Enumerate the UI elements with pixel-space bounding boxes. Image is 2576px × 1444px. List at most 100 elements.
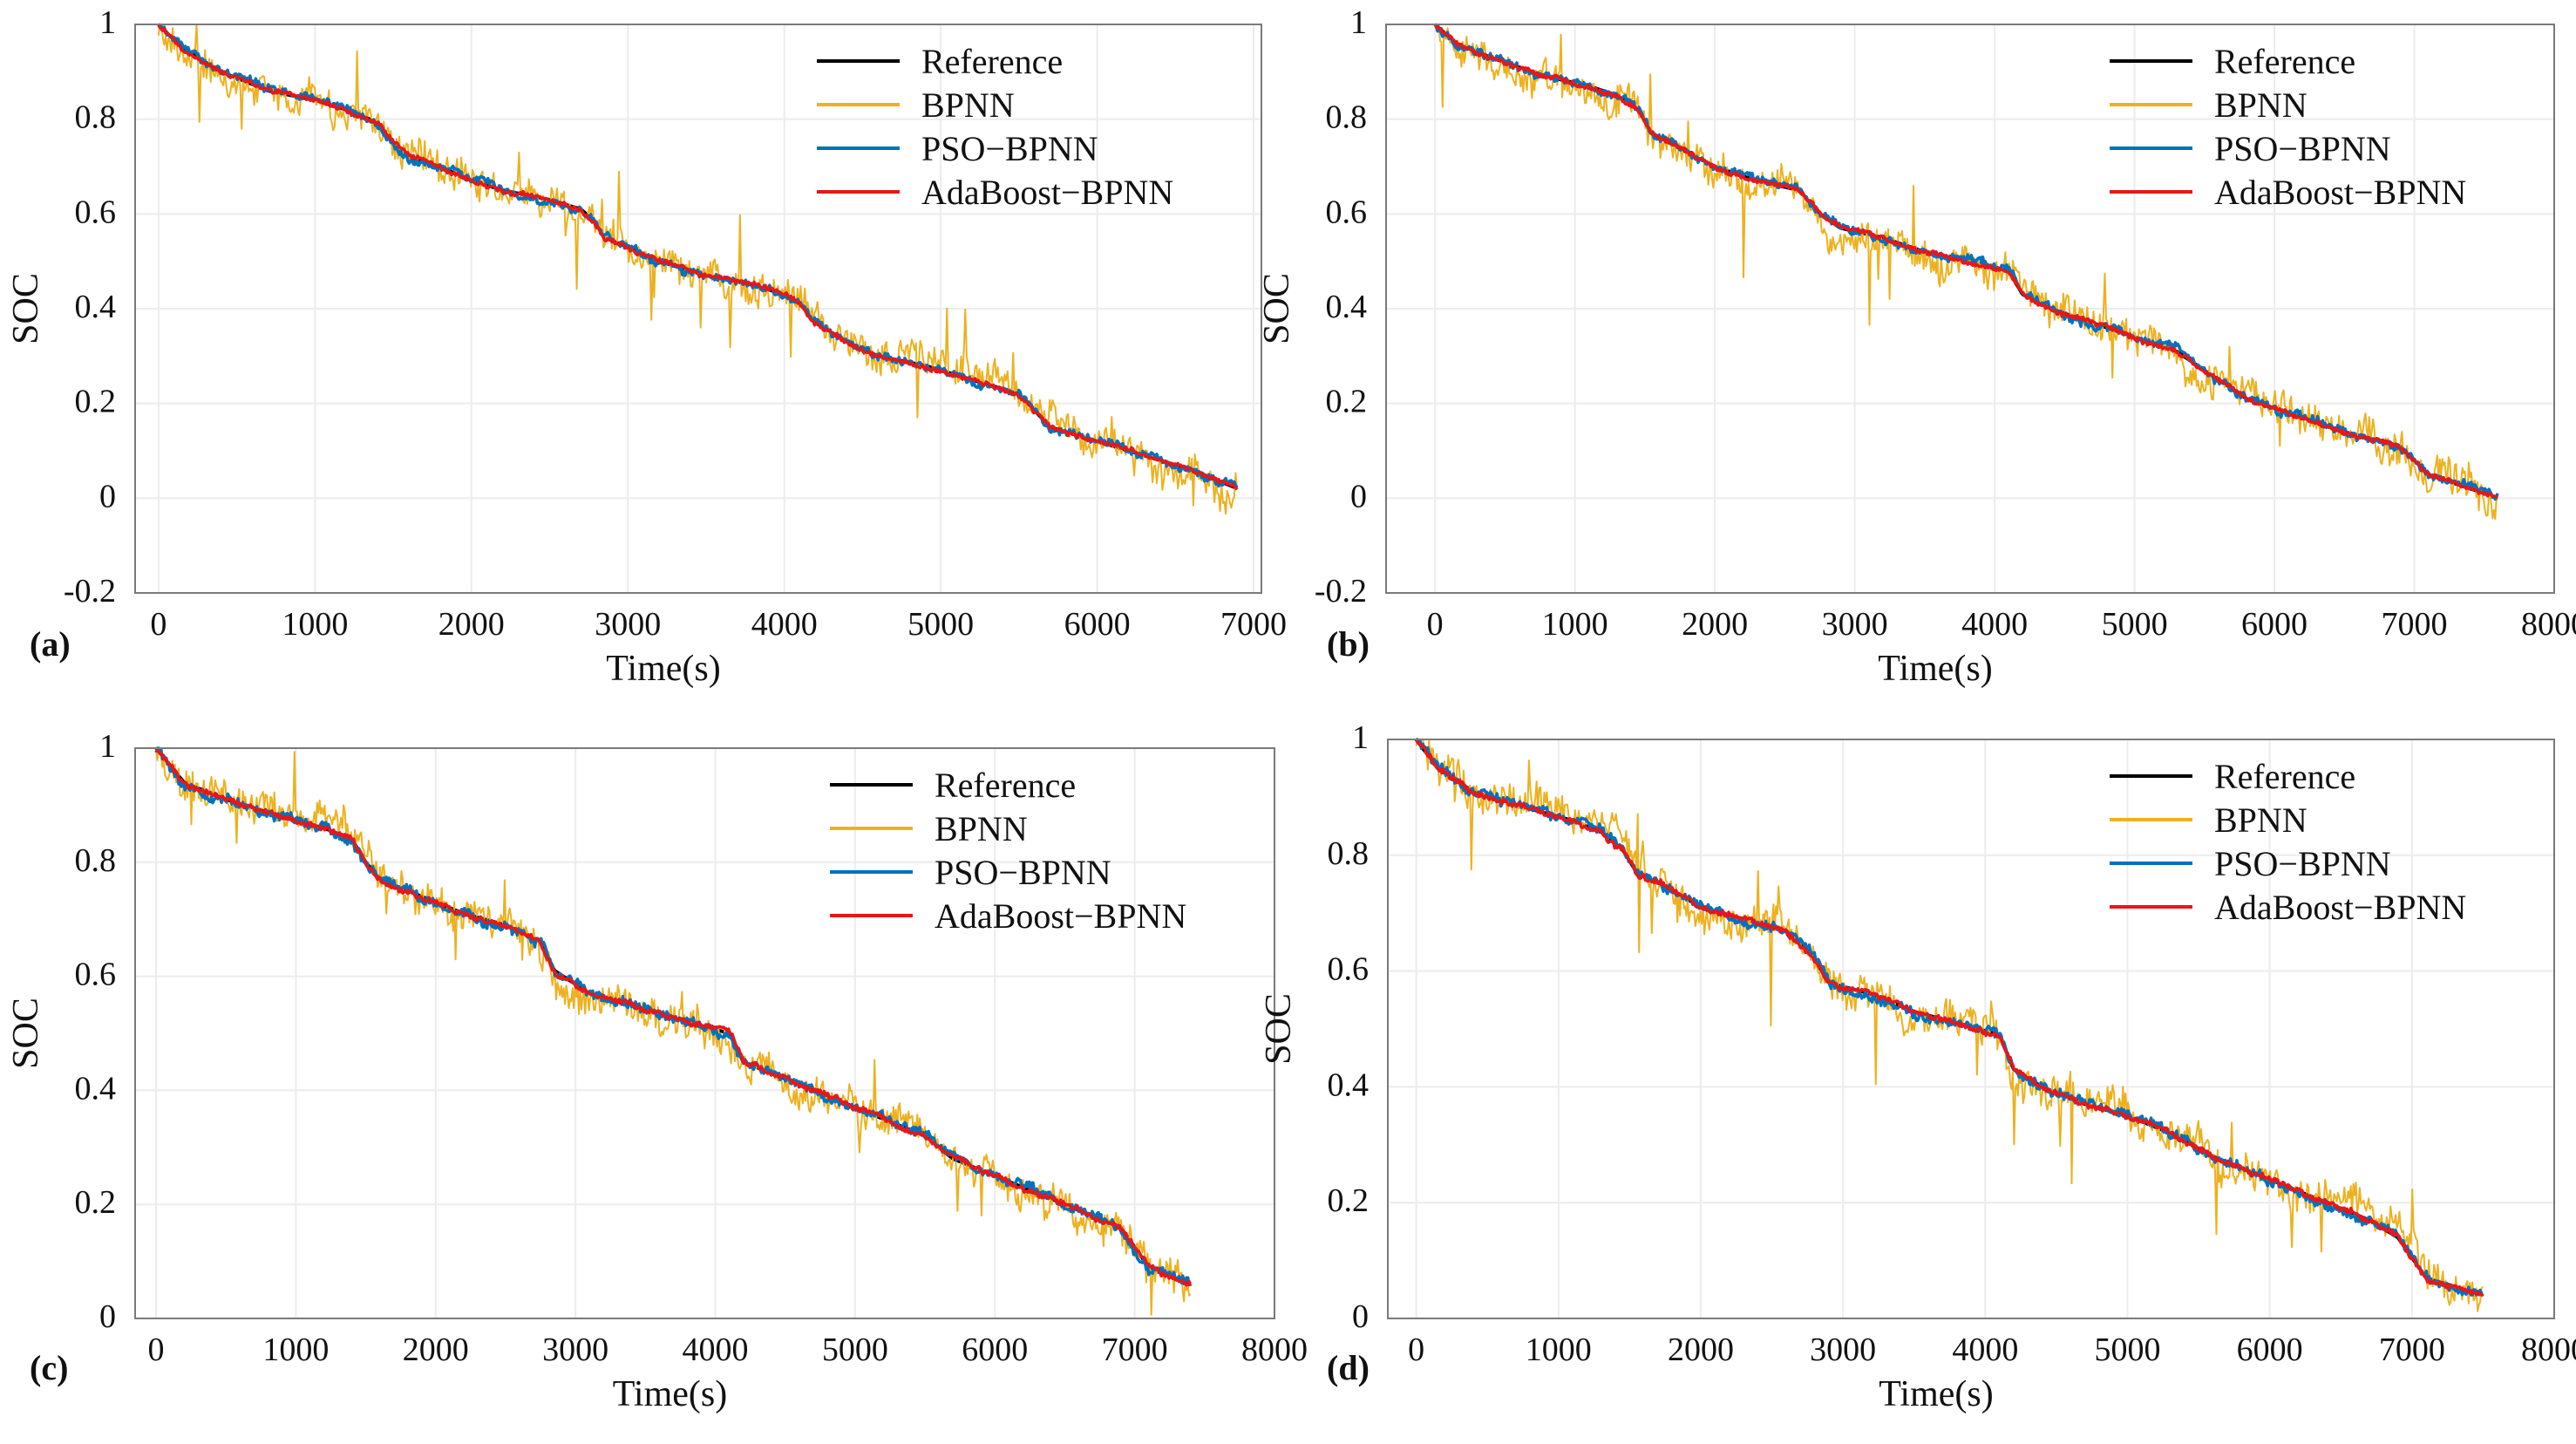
x-tick-label: 4000 (1952, 1332, 2018, 1368)
panel-label: (b) (1327, 624, 1370, 664)
y-tick-label: 0.8 (75, 99, 117, 136)
y-tick-label: 0 (1350, 478, 1367, 514)
legend-entry: Reference (2214, 757, 2355, 796)
x-tick-label: 6000 (962, 1332, 1028, 1368)
x-tick-label: 7000 (1220, 606, 1287, 643)
y-tick-label: 0.2 (1326, 384, 1368, 420)
y-tick-label: 0.2 (75, 1184, 117, 1221)
x-tick-label: 0 (1427, 606, 1444, 643)
axes-frame (1385, 24, 2555, 594)
legend: Reference BPNN PSO−BPNN AdaBoost−BPNN (2110, 757, 2466, 927)
x-axis-label: Time(s) (613, 1374, 727, 1414)
x-tick-label: 5000 (822, 1332, 888, 1368)
x-tick-label: 2000 (1668, 1332, 1734, 1368)
legend-entry: PSO−BPNN (921, 129, 1098, 168)
x-tick-label: 2000 (438, 606, 505, 643)
y-tick-label: 0.2 (75, 384, 117, 420)
x-tick-label: 7000 (2382, 606, 2448, 643)
x-tick-label: 6000 (1064, 606, 1131, 643)
y-tick-label: 0.6 (75, 957, 117, 993)
chart-panel: 0 1000 2000 3000 4000 5000 6000 7000 -0.2 0 0.2 0.4… (6, 4, 1287, 689)
panel-label: (d) (1327, 1348, 1370, 1387)
x-tick-label: 1000 (262, 1332, 329, 1368)
y-axis-label: SOC (1257, 273, 1297, 344)
x-axis-label: Time(s) (1878, 649, 1992, 689)
x-tick-label: 0 (1408, 1332, 1424, 1368)
y-tick-label: -0.2 (64, 573, 116, 610)
series-line (157, 24, 1238, 515)
legend-entry: Reference (2214, 42, 2355, 81)
x-tick-label: 7000 (2379, 1332, 2445, 1368)
x-tick-label: 6000 (2237, 1332, 2303, 1368)
legend: Reference BPNN PSO−BPNN AdaBoost−BPNN (817, 42, 1173, 212)
legend-entry: BPNN (921, 85, 1015, 125)
x-tick-label: 0 (148, 1332, 165, 1368)
y-axis-label: SOC (6, 273, 46, 344)
legend-entry: BPNN (2214, 85, 2308, 125)
x-tick-label: 4000 (683, 1332, 749, 1368)
x-tick-label: 3000 (1822, 606, 1888, 643)
x-tick-label: 8000 (1241, 1332, 1308, 1368)
legend-entry: PSO−BPNN (935, 853, 1111, 892)
x-tick-label: 7000 (1102, 1332, 1168, 1368)
series-line (1415, 739, 2484, 1298)
x-tick-label: 5000 (2094, 1332, 2160, 1368)
y-tick-label: -0.2 (1315, 573, 1367, 610)
x-tick-label: 1000 (1526, 1332, 1592, 1368)
x-axis-label: Time(s) (606, 649, 720, 689)
y-axis-label: SOC (6, 998, 46, 1069)
x-tick-label: 1000 (282, 606, 348, 643)
x-tick-label: 2000 (403, 1332, 469, 1368)
x-tick-label: 5000 (2102, 606, 2168, 643)
y-tick-label: 0.8 (1326, 99, 1368, 136)
legend-entry: AdaBoost−BPNN (921, 173, 1173, 212)
y-tick-label: 0.4 (75, 289, 117, 325)
series-line (157, 24, 1239, 491)
x-tick-label: 2000 (1682, 606, 1748, 643)
y-tick-label: 1 (99, 728, 116, 765)
x-tick-label: 4000 (751, 606, 818, 643)
x-tick-label: 5000 (907, 606, 974, 643)
legend-entry: Reference (935, 766, 1076, 805)
y-tick-label: 0 (99, 478, 116, 514)
x-tick-label: 8000 (2521, 606, 2576, 643)
y-tick-label: 0 (1352, 1298, 1369, 1335)
y-tick-label: 0.2 (1328, 1182, 1370, 1219)
y-tick-label: 1 (1352, 719, 1369, 756)
chart-panel: 0 1000 2000 3000 4000 5000 6000 7000 8000 -0.2 0 0.… (1257, 4, 2576, 689)
y-tick-label: 0.8 (1328, 835, 1370, 872)
x-tick-label: 1000 (1542, 606, 1608, 643)
y-axis-label: SOC (1259, 993, 1299, 1065)
x-axis-label: Time(s) (1879, 1374, 1993, 1414)
legend-entry: PSO−BPNN (2214, 844, 2391, 883)
legend-entry: AdaBoost−BPNN (2214, 888, 2466, 927)
x-tick-label: 6000 (2241, 606, 2308, 643)
legend: Reference BPNN PSO−BPNN AdaBoost−BPNN (830, 766, 1186, 936)
series-line (1434, 24, 2498, 521)
y-tick-label: 0.6 (1328, 951, 1370, 988)
axes-frame (1387, 739, 2555, 1319)
legend-entry: BPNN (2214, 800, 2308, 840)
y-tick-label: 0.4 (1328, 1066, 1370, 1103)
axes-frame (134, 747, 1275, 1319)
y-tick-label: 1 (1350, 4, 1367, 41)
chart-panel: 0 1000 2000 3000 4000 5000 6000 7000 8000 0 0.2 0.4… (1259, 719, 2576, 1414)
y-tick-label: 0.4 (1326, 289, 1368, 325)
y-tick-label: 0 (99, 1298, 116, 1335)
x-tick-label: 3000 (1810, 1332, 1876, 1368)
x-tick-label: 3000 (542, 1332, 608, 1368)
panel-label: (c) (30, 1348, 68, 1387)
y-tick-label: 1 (99, 4, 116, 41)
legend-entry: AdaBoost−BPNN (935, 896, 1186, 936)
legend-entry: Reference (921, 42, 1063, 81)
x-tick-label: 3000 (595, 606, 661, 643)
y-tick-label: 0.4 (75, 1070, 117, 1107)
y-tick-label: 0.8 (75, 842, 117, 879)
panel-label: (a) (30, 624, 71, 664)
y-tick-label: 0.6 (1326, 194, 1368, 230)
legend-entry: BPNN (935, 809, 1028, 848)
series-line (154, 747, 1193, 1287)
y-tick-label: 0.6 (75, 194, 117, 230)
axes-frame (134, 24, 1262, 594)
